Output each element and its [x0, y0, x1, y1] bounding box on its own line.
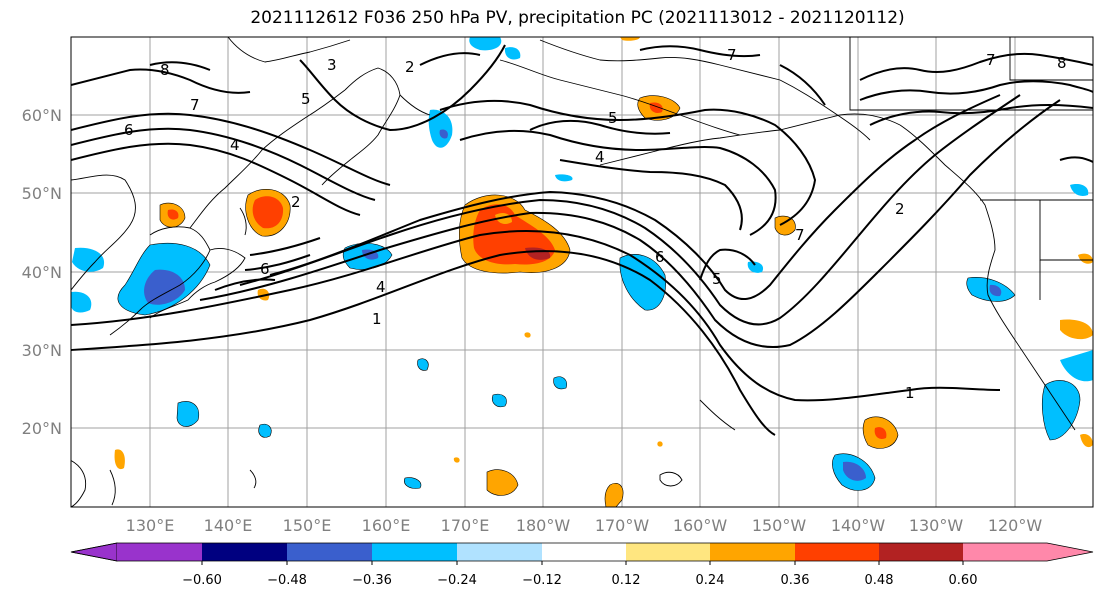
contour-label-6: 6 — [124, 121, 134, 139]
colorbar-label-0: −0.60 — [182, 573, 222, 588]
lon-label-170w: 170°W — [595, 516, 650, 535]
colorbar-label-4: −0.12 — [522, 573, 562, 588]
lon-label-160w: 160°W — [673, 516, 728, 535]
lat-label-20n: 20°N — [22, 419, 62, 438]
map-frame — [70, 36, 1094, 508]
lat-label-40n: 40°N — [22, 263, 62, 282]
contour-label-4: 4 — [376, 278, 386, 296]
contour-label-7: 7 — [190, 96, 200, 114]
lon-label-140w: 140°W — [831, 516, 886, 535]
lat-label-30n: 30°N — [22, 341, 62, 360]
contour-label-8: 8 — [160, 61, 170, 79]
contour-label-8b: 8 — [1057, 54, 1067, 72]
positive-precip-areas — [114, 37, 1093, 507]
precipitation-shading — [71, 37, 1093, 507]
lon-label-160e: 160°E — [362, 516, 411, 535]
map-title: 2021112612 F036 250 hPa PV, precipitatio… — [250, 8, 905, 28]
contour-label-6b: 6 — [260, 260, 270, 278]
colorbar-seg-1 — [202, 543, 287, 561]
colorbar-seg-3 — [372, 543, 457, 561]
lat-label-50n: 50°N — [22, 184, 62, 203]
colorbar-seg-10 — [963, 543, 1047, 561]
contour-label-1b: 1 — [905, 384, 915, 402]
lon-label-150w: 150°W — [752, 516, 807, 535]
lon-label-130e: 130°E — [126, 516, 175, 535]
colorbar-label-9: 0.60 — [949, 573, 978, 588]
lon-label-140e: 140°E — [204, 516, 253, 535]
lon-label-130w: 130°W — [909, 516, 964, 535]
colorbar-label-2: −0.36 — [352, 573, 392, 588]
colorbar-seg-7 — [710, 543, 795, 561]
colorbar-label-6: 0.24 — [696, 573, 725, 588]
longitude-labels: 130°E 140°E 150°E 160°E 170°E 180°W 170°… — [126, 516, 1043, 535]
colorbar-seg-8 — [795, 543, 879, 561]
contour-label-5: 5 — [301, 90, 311, 108]
colorbar-label-5: 0.12 — [612, 573, 641, 588]
lon-label-180w: 180°W — [516, 516, 571, 535]
negative-precip-areas — [71, 37, 1093, 491]
lon-label-150e: 150°E — [283, 516, 332, 535]
contour-label-3: 3 — [327, 56, 337, 74]
lon-label-120w: 120°W — [988, 516, 1043, 535]
latitude-labels: 60°N 50°N 40°N 30°N 20°N — [22, 106, 62, 438]
contour-label-4c: 4 — [595, 148, 605, 166]
contour-label-7d: 7 — [795, 226, 805, 244]
contour-label-6c: 6 — [655, 248, 665, 266]
lon-label-170e: 170°E — [441, 516, 490, 535]
colorbar-seg-10b — [1047, 543, 1093, 561]
pv-contours — [71, 44, 1093, 436]
colorbar — [70, 542, 1094, 562]
colorbar-seg-4 — [457, 543, 542, 561]
colorbar-seg-0b — [117, 543, 202, 561]
colorbar-label-3: −0.24 — [437, 573, 477, 588]
contour-labels: 1 1 2 2 2 3 4 4 4 5 5 5 6 6 6 7 7 7 7 8 … — [124, 46, 1067, 402]
contour-label-7c: 7 — [986, 51, 996, 69]
contour-label-2c: 2 — [405, 58, 415, 76]
coastlines — [71, 37, 1093, 507]
colorbar-seg-0 — [70, 542, 118, 562]
colorbar-label-8: 0.48 — [865, 573, 894, 588]
contour-label-5c: 5 — [712, 270, 722, 288]
contour-label-2b: 2 — [291, 193, 301, 211]
lat-label-60n: 60°N — [22, 106, 62, 125]
colorbar-label-7: 0.36 — [781, 573, 810, 588]
colorbar-outline — [70, 542, 1094, 562]
colorbar-seg-2 — [287, 543, 372, 561]
colorbar-labels: −0.60 −0.48 −0.36 −0.24 −0.12 0.12 0.24 … — [182, 561, 977, 588]
colorbar-label-1: −0.48 — [267, 573, 307, 588]
contour-label-7b: 7 — [727, 46, 737, 64]
contour-label-1: 1 — [372, 310, 382, 328]
contour-label-4b: 4 — [230, 136, 240, 154]
contour-label-2: 2 — [895, 200, 905, 218]
colorbar-seg-5 — [542, 543, 626, 561]
colorbar-seg-9 — [879, 543, 963, 561]
colorbar-seg-6 — [626, 543, 710, 561]
contour-label-5b: 5 — [608, 109, 618, 127]
